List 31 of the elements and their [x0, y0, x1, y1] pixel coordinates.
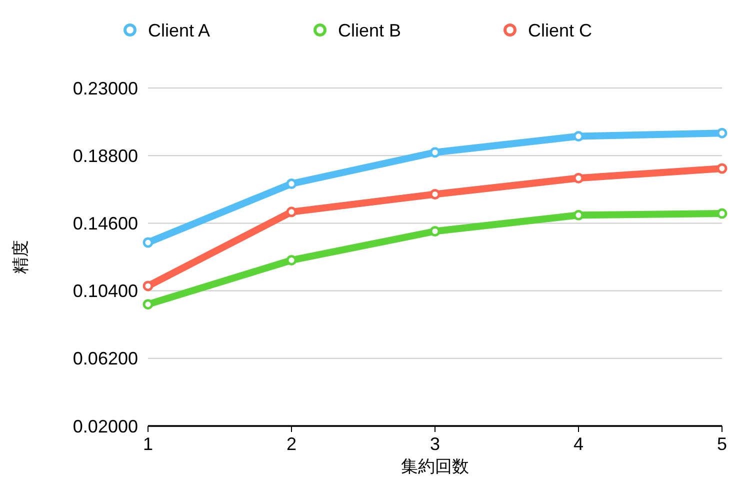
y-tick-label: 0.23000	[72, 78, 138, 98]
y-tick-label: 0.02000	[72, 416, 138, 436]
point	[142, 237, 154, 248]
point	[716, 208, 728, 219]
point	[430, 226, 440, 236]
point	[286, 178, 297, 190]
point	[142, 280, 154, 292]
point	[286, 206, 297, 218]
x-tick-label: 4	[573, 434, 584, 454]
x-tick-label: 1	[142, 434, 154, 454]
legend-label: Client B	[338, 20, 402, 40]
y-tick-label: 0.18800	[72, 146, 138, 166]
x-tick-label: 2	[286, 434, 297, 454]
point	[573, 172, 584, 184]
point	[430, 188, 440, 200]
y-tick-label: 0.14600	[72, 214, 138, 234]
legend-label: Client A	[148, 20, 210, 40]
point	[716, 128, 728, 138]
point	[716, 163, 728, 174]
y-axis-title: 精度	[11, 240, 30, 274]
point	[286, 254, 297, 266]
y-tick-label: 0.06200	[72, 348, 138, 369]
point	[573, 131, 584, 142]
x-axis-title: 集約回数	[401, 457, 469, 476]
y-tick-label: 0.10400	[72, 281, 138, 302]
x-tick-label: 5	[716, 434, 728, 454]
legend-label: Client C	[528, 20, 592, 40]
point	[430, 147, 440, 158]
x-tick-label: 3	[430, 434, 440, 454]
point	[142, 299, 154, 310]
point	[573, 210, 584, 220]
